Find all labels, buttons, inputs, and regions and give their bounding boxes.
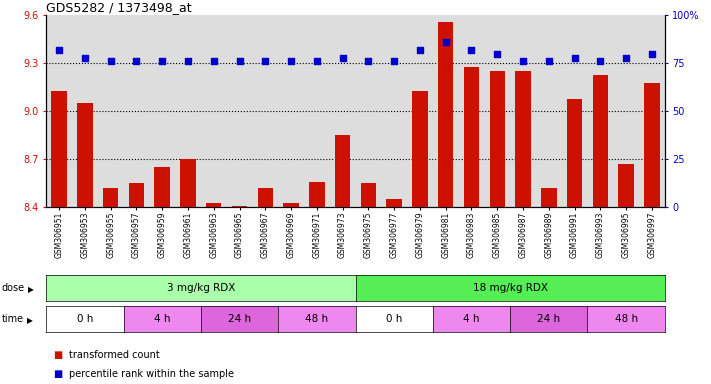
Bar	[181, 159, 196, 207]
Bar	[489, 71, 505, 207]
Point	[131, 58, 142, 65]
Bar	[593, 74, 608, 207]
Point	[491, 51, 503, 57]
Text: percentile rank within the sample: percentile rank within the sample	[69, 369, 234, 379]
Point	[621, 55, 632, 61]
Point	[543, 58, 555, 65]
Text: 3 mg/kg RDX: 3 mg/kg RDX	[166, 283, 235, 293]
Point	[415, 47, 426, 53]
Bar	[154, 167, 170, 207]
Bar	[515, 71, 530, 207]
Point	[569, 55, 580, 61]
Point	[79, 55, 90, 61]
Bar	[103, 188, 118, 207]
Text: transformed count: transformed count	[69, 350, 160, 360]
Text: ▶: ▶	[28, 285, 34, 294]
Bar	[387, 199, 402, 207]
Text: ■: ■	[53, 350, 63, 360]
Bar	[438, 22, 454, 207]
Bar	[567, 99, 582, 207]
Text: 48 h: 48 h	[305, 314, 328, 324]
Bar	[464, 66, 479, 207]
Point	[234, 58, 245, 65]
Point	[285, 58, 296, 65]
Point	[105, 58, 117, 65]
Text: ▶: ▶	[27, 316, 33, 325]
Bar	[283, 203, 299, 207]
Text: GDS5282 / 1373498_at: GDS5282 / 1373498_at	[46, 1, 192, 14]
Point	[594, 58, 606, 65]
Text: 0 h: 0 h	[77, 314, 93, 324]
Bar	[619, 164, 634, 207]
Point	[337, 55, 348, 61]
Bar	[77, 103, 92, 207]
Bar	[412, 91, 428, 207]
Point	[466, 47, 477, 53]
Point	[208, 58, 220, 65]
Text: 0 h: 0 h	[386, 314, 402, 324]
Bar	[541, 188, 557, 207]
Bar	[644, 83, 660, 207]
Point	[260, 58, 271, 65]
Text: time: time	[1, 314, 23, 324]
Point	[440, 39, 451, 45]
Bar	[232, 206, 247, 207]
Bar	[335, 136, 351, 207]
Bar	[51, 91, 67, 207]
Text: 4 h: 4 h	[464, 314, 480, 324]
Point	[518, 58, 529, 65]
Point	[646, 51, 658, 57]
Bar	[206, 203, 222, 207]
Text: 24 h: 24 h	[538, 314, 560, 324]
Point	[363, 58, 374, 65]
Text: 4 h: 4 h	[154, 314, 171, 324]
Bar	[360, 184, 376, 207]
Point	[156, 58, 168, 65]
Text: 18 mg/kg RDX: 18 mg/kg RDX	[473, 283, 547, 293]
Text: ■: ■	[53, 369, 63, 379]
Point	[311, 58, 323, 65]
Bar	[129, 184, 144, 207]
Text: 48 h: 48 h	[614, 314, 638, 324]
Bar	[309, 182, 324, 207]
Point	[53, 47, 65, 53]
Point	[388, 58, 400, 65]
Bar	[257, 188, 273, 207]
Text: dose: dose	[1, 283, 25, 293]
Text: 24 h: 24 h	[228, 314, 251, 324]
Point	[182, 58, 193, 65]
